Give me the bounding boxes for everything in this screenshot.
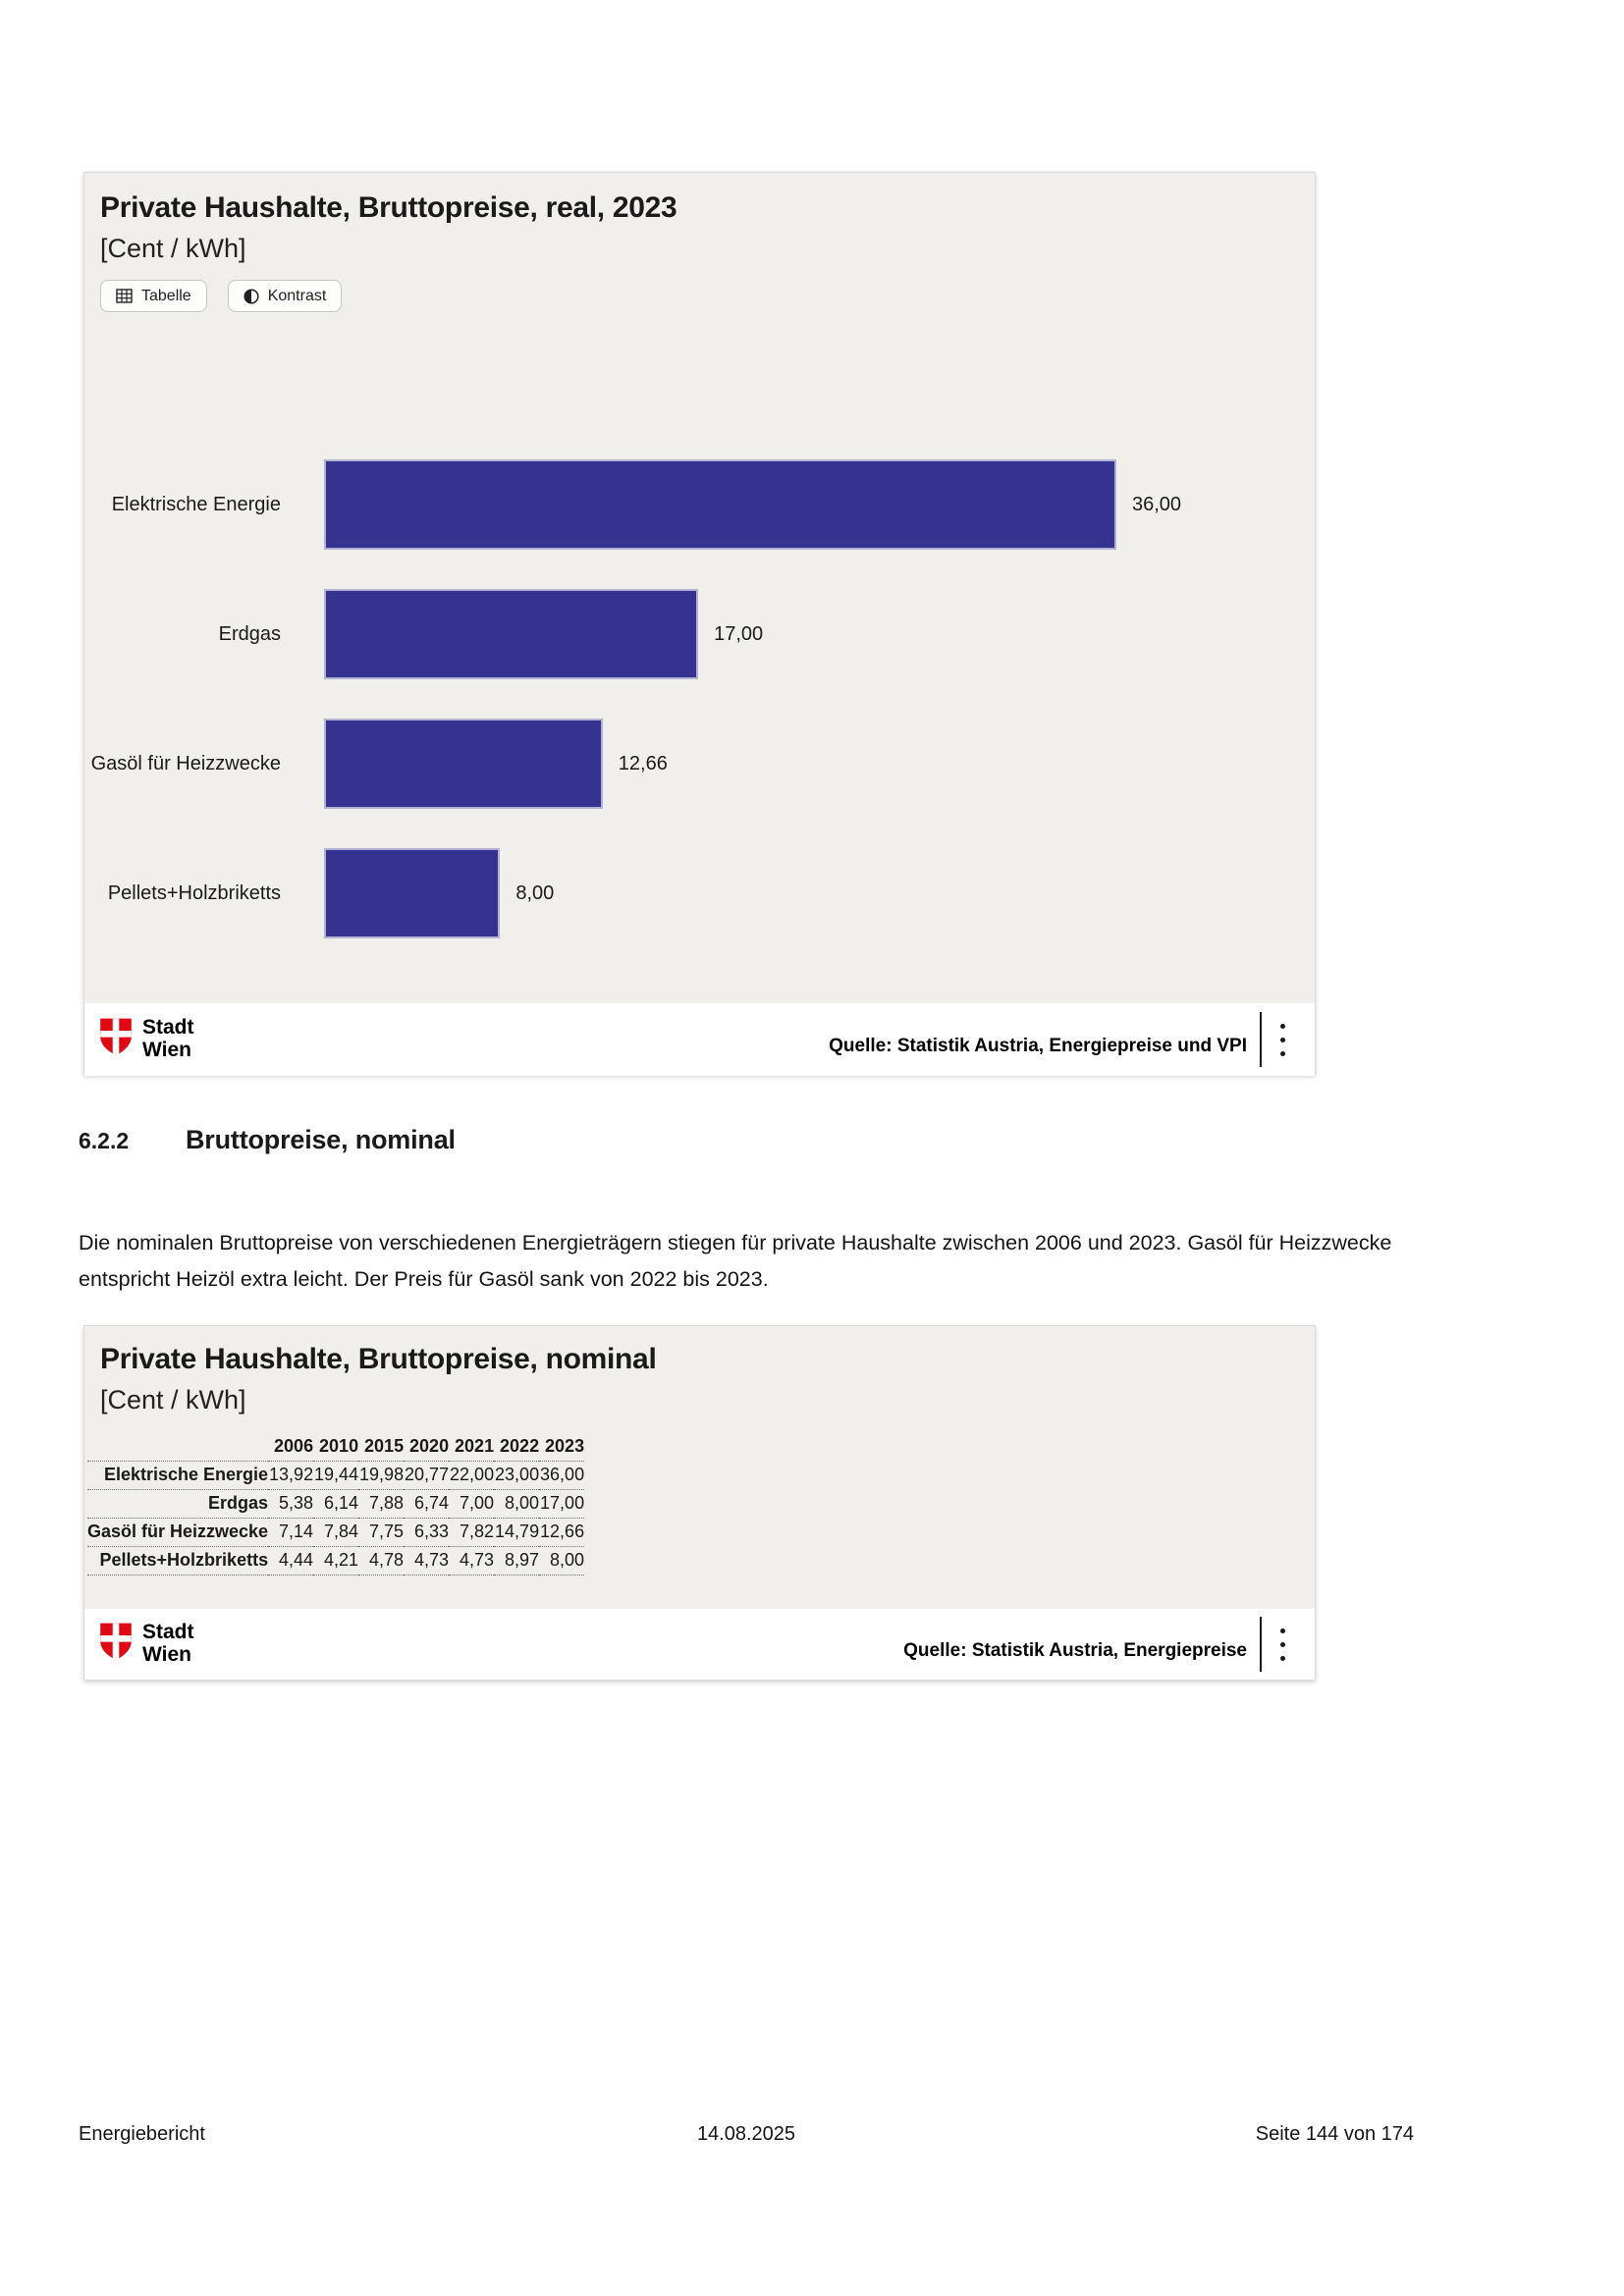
wien-shield-icon xyxy=(99,1621,133,1669)
cell: 8,00 xyxy=(505,1493,540,1513)
cell: 7,75 xyxy=(369,1522,405,1541)
cell: 13,92 xyxy=(269,1465,314,1484)
table-row: Erdgas 5,38 6,14 7,88 6,74 7,00 8,00 17,… xyxy=(87,1490,585,1519)
bar-elektrische-energie[interactable] xyxy=(324,459,1116,550)
stadt-wien-wordmark: Stadt Wien xyxy=(142,1016,194,1061)
source-text: Quelle: Statistik Austria, Energiepreise… xyxy=(829,1036,1247,1056)
table-unit: [Cent / kWh] xyxy=(100,1385,246,1415)
cell: 20,77 xyxy=(405,1465,450,1484)
stadt-wien-wordmark: Stadt Wien xyxy=(142,1621,194,1666)
cell: 6,14 xyxy=(324,1493,359,1513)
cell: 17,00 xyxy=(540,1493,585,1513)
footer-document-name: Energiebericht xyxy=(79,2123,205,2145)
chart-card-real: Private Haushalte, Bruttopreise, real, 2… xyxy=(83,172,1316,1076)
cell: 4,78 xyxy=(369,1550,405,1570)
year-header: 2010 xyxy=(319,1436,359,1456)
section-number: 6.2.2 xyxy=(79,1128,130,1153)
cell: 36,00 xyxy=(540,1465,585,1484)
tabelle-button[interactable]: Tabelle xyxy=(100,280,207,312)
footer-divider xyxy=(1260,1012,1262,1067)
table-icon xyxy=(116,289,133,303)
year-header: 2021 xyxy=(455,1436,495,1456)
footer-date: 14.08.2025 xyxy=(696,2123,796,2145)
table-title: Private Haushalte, Bruttopreise, nominal xyxy=(100,1343,657,1375)
kontrast-button[interactable]: Kontrast xyxy=(227,280,343,312)
year-header: 2006 xyxy=(274,1436,314,1456)
row-label: Gasöl für Heizzwecke xyxy=(87,1522,269,1541)
category-label: Gasöl für Heizzwecke xyxy=(90,752,281,774)
stadt-wien-logo: Stadt Wien xyxy=(99,1016,194,1064)
chart-unit: [Cent / kWh] xyxy=(100,234,246,263)
bar-value-label: 17,00 xyxy=(714,622,764,645)
chart-row: Gasöl für Heizzwecke 12,66 xyxy=(84,699,1315,828)
bar-value-label: 12,66 xyxy=(618,752,668,774)
table-row: Gasöl für Heizzwecke 7,14 7,84 7,75 6,33… xyxy=(87,1519,585,1547)
year-header: 2022 xyxy=(500,1436,540,1456)
section-heading: 6.2.2 Bruttopreise, nominal xyxy=(79,1125,456,1155)
bar-value-label: 36,00 xyxy=(1132,493,1182,515)
cell: 19,98 xyxy=(359,1465,405,1484)
bar-gasoel[interactable] xyxy=(324,719,603,809)
row-label: Elektrische Energie xyxy=(103,1465,269,1484)
cell: 19,44 xyxy=(314,1465,359,1484)
chart-row: Erdgas 17,00 xyxy=(84,569,1315,699)
cell: 7,00 xyxy=(460,1493,495,1513)
cell: 8,97 xyxy=(505,1550,540,1570)
row-label: Erdgas xyxy=(208,1493,269,1513)
cell: 4,73 xyxy=(460,1550,495,1570)
chart-title: Private Haushalte, Bruttopreise, real, 2… xyxy=(100,191,677,224)
table-header-row: 2006 2010 2015 2020 2021 2022 2023 xyxy=(87,1433,585,1462)
year-header: 2023 xyxy=(545,1436,585,1456)
category-label: Elektrische Energie xyxy=(111,493,281,515)
year-header: 2015 xyxy=(364,1436,405,1456)
cell: 5,38 xyxy=(279,1493,314,1513)
cell: 7,88 xyxy=(369,1493,405,1513)
bar-erdgas[interactable] xyxy=(324,589,699,679)
card-footer: Stadt Wien Quelle: Statistik Austria, En… xyxy=(84,1609,1315,1680)
cell: 7,84 xyxy=(324,1522,359,1541)
cell: 23,00 xyxy=(495,1465,540,1484)
bar-chart: Elektrische Energie 36,00 Erdgas 17,00 G… xyxy=(84,440,1315,958)
chart-row: Elektrische Energie 36,00 xyxy=(84,440,1315,569)
cell: 14,79 xyxy=(495,1522,540,1541)
category-label: Erdgas xyxy=(218,622,281,645)
page-footer: Energiebericht 14.08.2025 Seite 144 von … xyxy=(79,2123,1414,2146)
cell: 6,33 xyxy=(414,1522,450,1541)
section-title: Bruttopreise, nominal xyxy=(186,1125,456,1154)
chart-row: Pellets+Holzbriketts 8,00 xyxy=(84,828,1315,958)
table-row: Elektrische Energie 13,92 19,44 19,98 20… xyxy=(87,1462,585,1490)
year-header: 2020 xyxy=(409,1436,450,1456)
footer-divider xyxy=(1260,1617,1262,1672)
kontrast-button-label: Kontrast xyxy=(267,287,327,304)
table-row: Pellets+Holzbriketts 4,44 4,21 4,78 4,73… xyxy=(87,1547,585,1575)
cell: 4,44 xyxy=(279,1550,314,1570)
bar-value-label: 8,00 xyxy=(515,881,555,904)
cell: 8,00 xyxy=(550,1550,585,1570)
row-label: Pellets+Holzbriketts xyxy=(99,1550,269,1570)
table-card-nominal: Private Haushalte, Bruttopreise, nominal… xyxy=(83,1325,1316,1681)
cell: 7,14 xyxy=(279,1522,314,1541)
price-table: 2006 2010 2015 2020 2021 2022 2023 Elekt… xyxy=(87,1433,585,1575)
cell: 4,21 xyxy=(324,1550,359,1570)
wien-shield-icon xyxy=(99,1016,133,1064)
kebab-menu-icon[interactable] xyxy=(1262,1623,1303,1667)
footer-page-number: Seite 144 von 174 xyxy=(1255,2123,1414,2145)
kebab-menu-icon[interactable] xyxy=(1262,1018,1303,1062)
card-footer: Stadt Wien Quelle: Statistik Austria, En… xyxy=(84,1003,1315,1076)
cell: 7,82 xyxy=(460,1522,495,1541)
category-label: Pellets+Holzbriketts xyxy=(107,881,281,904)
tabelle-button-label: Tabelle xyxy=(141,287,191,304)
cell: 6,74 xyxy=(414,1493,450,1513)
contrast-icon xyxy=(244,288,259,304)
bar-pellets[interactable] xyxy=(324,848,501,938)
cell: 12,66 xyxy=(540,1522,585,1541)
cell: 4,73 xyxy=(414,1550,450,1570)
source-text: Quelle: Statistik Austria, Energiepreise xyxy=(903,1640,1247,1661)
stadt-wien-logo: Stadt Wien xyxy=(99,1621,194,1669)
body-paragraph: Die nominalen Bruttopreise von verschied… xyxy=(79,1230,1392,1291)
cell: 22,00 xyxy=(450,1465,495,1484)
